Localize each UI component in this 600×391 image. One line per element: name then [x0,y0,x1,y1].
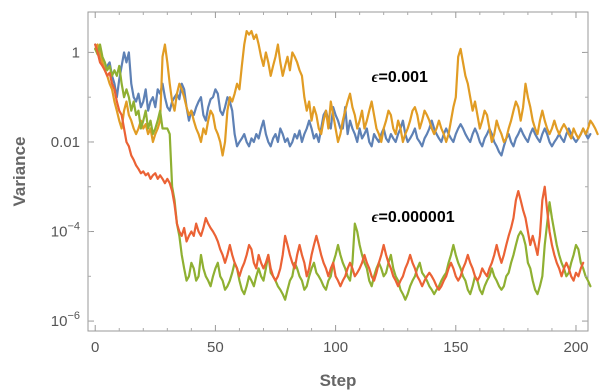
y-axis-title: Variance [10,137,29,207]
x-tick-label: 150 [443,339,468,356]
series-line-4 [94,43,585,291]
y-tick-label: 10−4 [51,221,80,241]
series-annotation-2: ϵ=0.000001 [372,209,455,226]
y-tick-label: 1 [72,44,80,61]
x-tick-label: 0 [91,339,99,356]
series-line-2 [94,29,599,157]
x-tick-label: 200 [563,339,588,356]
x-axis-ticks: 0 50 100 150 200 [91,12,588,356]
plot-frame [87,11,589,332]
y-tick-label: 10−6 [51,310,80,330]
y-tick-label: 0.01 [51,134,80,151]
series-annotation-1: ϵ=0.001 [372,69,428,86]
x-tick-label: 50 [207,339,224,356]
x-tick-label: 100 [323,339,348,356]
annotations: ϵ=0.001 ϵ=0.000001 [372,69,455,226]
series-layer [94,29,599,301]
x-axis-title: Step [320,371,357,390]
y-axis-ticks: 10−6 10−4 0.01 1 [51,44,588,330]
